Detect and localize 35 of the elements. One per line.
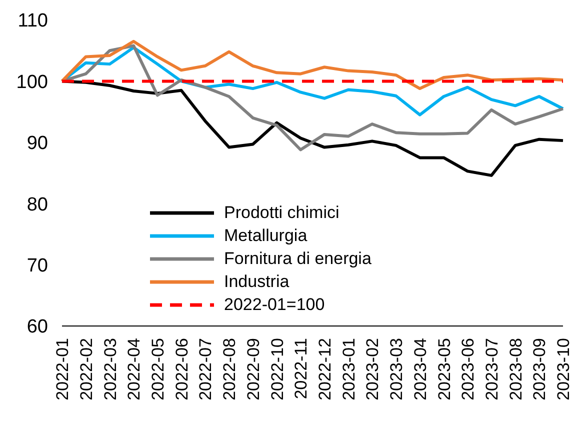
x-tick-label: 2022-12 [316,338,334,400]
x-tick-label: 2022-06 [172,338,192,400]
y-tick-label: 110 [18,10,48,32]
x-tick-label: 2023-03 [387,338,406,400]
x-tick-label: 2023-08 [506,338,526,400]
y-tick-label: 60 [26,316,48,338]
y-tick-label: 90 [26,133,48,154]
x-tick-label: 2023-02 [363,338,382,400]
x-tick-label: 2022-07 [196,338,216,400]
x-tick-label: 2023-06 [458,338,478,400]
x-tick-label: 2023-07 [482,338,502,400]
x-tick-label: 2023-05 [434,338,454,400]
x-tick-label: 2022-09 [244,338,263,400]
line-series [60,40,564,90]
x-tick-label: 2023-10 [554,338,574,400]
x-tick-label: 2022-11 [292,338,311,400]
x-tick-label: 2022-03 [100,338,120,400]
legend-label: 2022-01=100 [224,294,325,316]
y-tick-label: 70 [26,256,48,277]
legend-label: Industria [224,270,290,292]
x-tick-label: 2022-04 [124,338,144,400]
x-tick-label: 2022-01 [53,338,72,400]
line-series [60,80,564,177]
y-tick-label: 100 [16,72,48,93]
x-tick-label: 2023-01 [339,338,358,400]
legend-label: Prodotti chimici [224,202,340,224]
y-tick-label: 80 [26,194,48,216]
x-tick-label: 2022-02 [76,338,96,400]
x-tick-label: 2023-04 [410,338,430,400]
x-tick-label: 2022-10 [268,338,287,400]
x-tick-label: 2022-05 [148,338,168,400]
legend-label: Fornitura di energia [224,248,372,270]
x-tick-label: 2022-08 [220,338,240,400]
x-tick-label: 2023-09 [530,338,550,400]
legend-label: Metallurgia [224,224,308,246]
